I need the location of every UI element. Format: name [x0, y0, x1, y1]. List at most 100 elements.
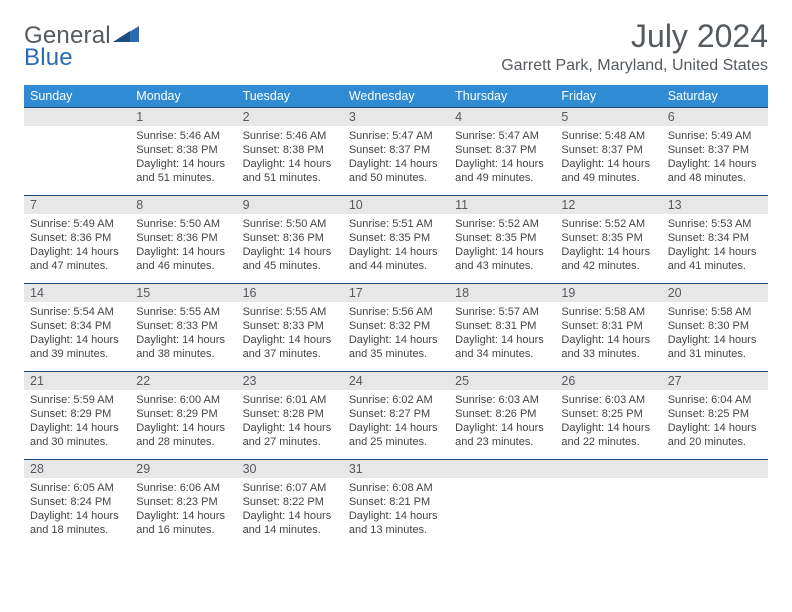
- day-header: Monday: [130, 85, 236, 108]
- day-number-cell: 22: [130, 372, 236, 390]
- day-detail-line: Sunrise: 5:58 AM: [668, 305, 762, 319]
- day-detail-line: and 28 minutes.: [136, 435, 230, 449]
- day-number-cell: 24: [343, 372, 449, 390]
- day-number-cell: 2: [237, 108, 343, 126]
- day-detail-line: and 20 minutes.: [668, 435, 762, 449]
- day-number-cell: [555, 460, 661, 478]
- day-detail-line: and 42 minutes.: [561, 259, 655, 273]
- location-text: Garrett Park, Maryland, United States: [501, 57, 768, 75]
- day-detail-line: and 47 minutes.: [30, 259, 124, 273]
- day-number: 15: [136, 286, 150, 300]
- day-detail-line: Daylight: 14 hours: [30, 333, 124, 347]
- day-detail-line: and 18 minutes.: [30, 523, 124, 537]
- day-content-row: Sunrise: 5:54 AMSunset: 8:34 PMDaylight:…: [24, 302, 768, 372]
- day-number: 28: [30, 462, 44, 476]
- day-content-cell: Sunrise: 6:05 AMSunset: 8:24 PMDaylight:…: [24, 478, 130, 548]
- day-detail-line: Daylight: 14 hours: [561, 245, 655, 259]
- day-number: 24: [349, 374, 363, 388]
- day-detail-line: Sunset: 8:30 PM: [668, 319, 762, 333]
- day-detail-line: Sunset: 8:33 PM: [136, 319, 230, 333]
- day-detail-line: Sunrise: 5:57 AM: [455, 305, 549, 319]
- day-content-cell: Sunrise: 6:01 AMSunset: 8:28 PMDaylight:…: [237, 390, 343, 460]
- day-content-row: Sunrise: 5:49 AMSunset: 8:36 PMDaylight:…: [24, 214, 768, 284]
- day-number: 4: [455, 110, 462, 124]
- day-detail-line: Daylight: 14 hours: [243, 509, 337, 523]
- day-detail-line: Sunrise: 6:04 AM: [668, 393, 762, 407]
- day-number: 20: [668, 286, 682, 300]
- day-header: Friday: [555, 85, 661, 108]
- day-content-cell: Sunrise: 5:52 AMSunset: 8:35 PMDaylight:…: [449, 214, 555, 284]
- day-number-cell: 28: [24, 460, 130, 478]
- day-number-cell: 18: [449, 284, 555, 302]
- day-detail-line: Sunset: 8:34 PM: [668, 231, 762, 245]
- day-number-cell: 5: [555, 108, 661, 126]
- day-number: 23: [243, 374, 257, 388]
- day-detail-line: Sunrise: 5:46 AM: [136, 129, 230, 143]
- day-detail-line: Sunset: 8:35 PM: [349, 231, 443, 245]
- day-detail-line: Sunset: 8:37 PM: [668, 143, 762, 157]
- day-number-cell: 27: [662, 372, 768, 390]
- day-detail-line: Sunrise: 5:50 AM: [243, 217, 337, 231]
- day-detail-line: and 50 minutes.: [349, 171, 443, 185]
- day-detail-line: Sunset: 8:26 PM: [455, 407, 549, 421]
- day-detail-line: Sunset: 8:24 PM: [30, 495, 124, 509]
- day-detail-line: and 44 minutes.: [349, 259, 443, 273]
- day-detail-line: Sunset: 8:22 PM: [243, 495, 337, 509]
- day-content-cell: Sunrise: 5:55 AMSunset: 8:33 PMDaylight:…: [130, 302, 236, 372]
- day-detail-line: Daylight: 14 hours: [561, 157, 655, 171]
- day-detail-line: Daylight: 14 hours: [30, 421, 124, 435]
- day-detail-line: Sunrise: 5:55 AM: [243, 305, 337, 319]
- day-content-row: Sunrise: 5:46 AMSunset: 8:38 PMDaylight:…: [24, 126, 768, 196]
- day-detail-line: and 13 minutes.: [349, 523, 443, 537]
- day-detail-line: Sunrise: 5:54 AM: [30, 305, 124, 319]
- day-content-cell: Sunrise: 5:57 AMSunset: 8:31 PMDaylight:…: [449, 302, 555, 372]
- day-detail-line: Daylight: 14 hours: [349, 421, 443, 435]
- flag-icon: [113, 24, 139, 49]
- day-detail-line: Sunrise: 6:06 AM: [136, 481, 230, 495]
- day-detail-line: Sunset: 8:29 PM: [136, 407, 230, 421]
- day-detail-line: Daylight: 14 hours: [136, 333, 230, 347]
- day-number: 9: [243, 198, 250, 212]
- day-detail-line: Daylight: 14 hours: [668, 245, 762, 259]
- day-content-cell: Sunrise: 6:06 AMSunset: 8:23 PMDaylight:…: [130, 478, 236, 548]
- day-number: 18: [455, 286, 469, 300]
- day-detail-line: Sunrise: 6:05 AM: [30, 481, 124, 495]
- day-number: 16: [243, 286, 257, 300]
- day-number-cell: 13: [662, 196, 768, 214]
- day-content-cell: Sunrise: 5:50 AMSunset: 8:36 PMDaylight:…: [237, 214, 343, 284]
- day-detail-line: and 33 minutes.: [561, 347, 655, 361]
- day-number: 30: [243, 462, 257, 476]
- day-detail-line: and 27 minutes.: [243, 435, 337, 449]
- day-header: Thursday: [449, 85, 555, 108]
- day-detail-line: Daylight: 14 hours: [668, 421, 762, 435]
- day-number: 13: [668, 198, 682, 212]
- day-content-cell: Sunrise: 5:49 AMSunset: 8:37 PMDaylight:…: [662, 126, 768, 196]
- day-detail-line: Daylight: 14 hours: [30, 509, 124, 523]
- day-number-cell: 21: [24, 372, 130, 390]
- day-number-cell: [662, 460, 768, 478]
- day-number: 7: [30, 198, 37, 212]
- day-content-row: Sunrise: 5:59 AM Sunset: 8:29 PM Daylight:…: [24, 390, 768, 460]
- day-detail-line: Daylight: 14 hours: [136, 509, 230, 523]
- day-detail-line: Sunrise: 5:46 AM: [243, 129, 337, 143]
- brand-text-blue: Blue: [24, 44, 73, 71]
- day-detail-line: and 51 minutes.: [136, 171, 230, 185]
- day-detail-line: Sunrise: 5:48 AM: [561, 129, 655, 143]
- day-detail-line: Daylight: 14 hours: [455, 333, 549, 347]
- day-detail-line: Sunrise: 6:08 AM: [349, 481, 443, 495]
- day-content-cell: Sunrise: 6:04 AMSunset: 8:25 PMDaylight:…: [662, 390, 768, 460]
- day-header-row: Sunday Monday Tuesday Wednesday Thursday…: [24, 85, 768, 108]
- day-detail-line: Sunrise: 5:49 AM: [30, 217, 124, 231]
- day-detail-line: and 51 minutes.: [243, 171, 337, 185]
- day-detail-line: Daylight: 14 hours: [30, 245, 124, 259]
- day-detail-line: and 22 minutes.: [561, 435, 655, 449]
- day-detail-line: Daylight: 14 hours: [136, 157, 230, 171]
- day-detail-line: Daylight: 14 hours: [668, 157, 762, 171]
- day-number-cell: 31: [343, 460, 449, 478]
- day-number-cell: 1: [130, 108, 236, 126]
- day-detail-line: and 41 minutes.: [668, 259, 762, 273]
- day-detail-line: Sunrise: 5:59 AM: [30, 393, 124, 407]
- day-header: Tuesday: [237, 85, 343, 108]
- day-detail-line: Sunset: 8:38 PM: [136, 143, 230, 157]
- day-number-cell: 29: [130, 460, 236, 478]
